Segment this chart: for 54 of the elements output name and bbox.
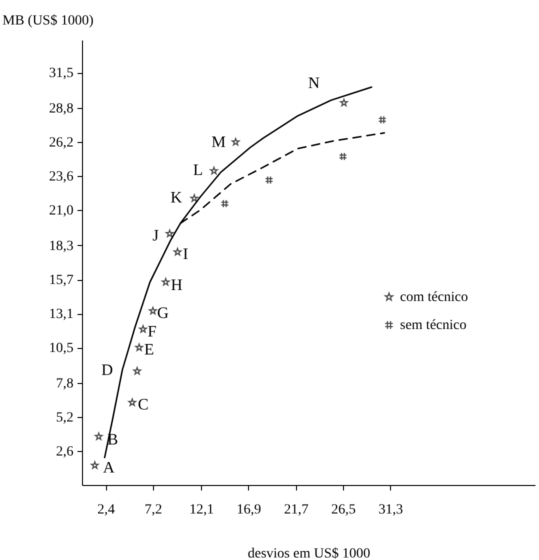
annotation: L: [193, 162, 203, 179]
point: [148, 306, 157, 314]
point: [220, 199, 229, 208]
y-tick-label: 7,8: [56, 376, 74, 392]
y-tick-label: 2,6: [56, 444, 74, 460]
point: [338, 152, 348, 161]
annotation: E: [144, 342, 154, 359]
y-tick-label: 31,5: [49, 66, 74, 82]
y-tick-label: 13,1: [49, 307, 74, 322]
annotation: D: [101, 362, 113, 380]
y-tick-label: 10,5: [49, 341, 74, 356]
point: [166, 230, 174, 238]
annotation: J: [152, 228, 159, 245]
annotation: M: [212, 134, 226, 152]
point: [190, 194, 198, 202]
x-tick-label: 2,4: [97, 502, 115, 518]
x-tick-label: 21,7: [284, 502, 308, 518]
x-axis-title: desvios em US$ 1000: [248, 546, 370, 560]
point: [90, 461, 99, 469]
y-axis-title: MB (US$ 1000): [2, 14, 94, 28]
point: [174, 248, 182, 256]
y-tick-label: 18,3: [49, 238, 74, 254]
x-tick-label: 7,2: [144, 502, 162, 518]
point: [378, 116, 386, 124]
point: [264, 176, 274, 184]
point: [340, 98, 348, 106]
point: [210, 166, 218, 174]
legend-label: sem técnico: [400, 318, 466, 333]
annotation: I: [182, 246, 188, 264]
y-tick-label: 28,8: [49, 102, 74, 117]
annotation: N: [308, 74, 320, 92]
annotation: C: [138, 396, 149, 414]
point: [128, 398, 136, 406]
point: [133, 366, 142, 375]
point: [139, 325, 148, 333]
y-tick-label: 26,2: [49, 136, 74, 151]
annotation: A: [103, 459, 116, 476]
point: [135, 343, 144, 352]
annotation: F: [148, 323, 157, 340]
y-tick-label: 5,2: [56, 410, 74, 426]
x-tick-label: 16,9: [236, 502, 262, 518]
point: [232, 138, 240, 146]
annotation: G: [157, 304, 170, 322]
x-tick-label: 12,1: [189, 502, 214, 518]
legend-label: com técnico: [400, 290, 468, 305]
annotation: H: [170, 277, 183, 294]
x-tick-label: 31,3: [378, 502, 403, 518]
point: [94, 432, 103, 440]
y-tick-label: 15,7: [49, 273, 74, 288]
y-tick-label: 23,6: [49, 170, 74, 185]
point: [162, 278, 170, 286]
x-tick-label: 26,5: [331, 502, 356, 518]
annotation: K: [170, 189, 182, 206]
y-tick-label: 21,0: [49, 204, 74, 219]
